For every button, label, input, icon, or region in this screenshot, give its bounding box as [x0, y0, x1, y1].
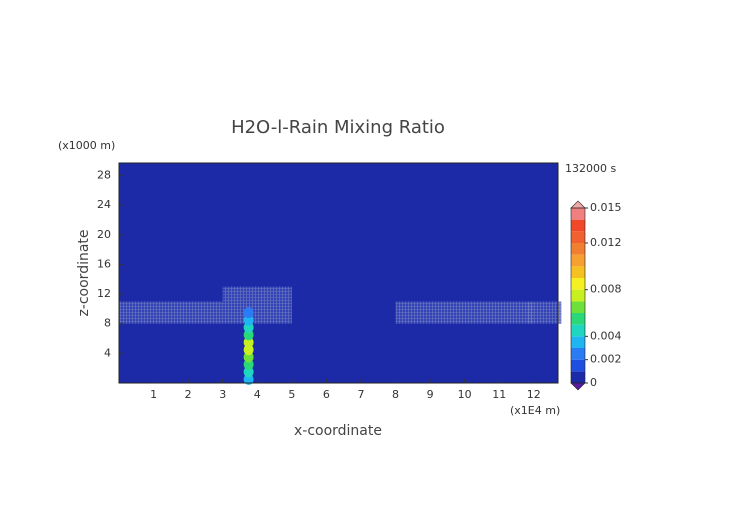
y-tick-label: 16: [97, 257, 111, 270]
x-tick-label: 2: [185, 388, 192, 401]
colorbar-segment: [571, 254, 585, 267]
cloud-cell: [430, 301, 465, 309]
x-tick-label: 12: [527, 388, 541, 401]
colorbar-segment: [571, 301, 585, 313]
cloud-cell: [188, 308, 223, 317]
plot-background: [119, 163, 558, 383]
cloud-cell: [257, 316, 292, 324]
x-axis-label: x-coordinate: [294, 423, 382, 439]
colorbar-over-arrow: [570, 200, 586, 209]
cloud-cell: [153, 301, 189, 309]
cloud-cell: [119, 316, 154, 324]
time-label: 132000 s: [565, 162, 616, 175]
colorbar-under-arrow: [570, 382, 586, 391]
y-tick-label: 24: [97, 198, 111, 211]
y-tick-label: 4: [104, 346, 111, 359]
cloud-cell: [119, 308, 154, 317]
x-tick-label: 1: [150, 388, 157, 401]
cloud-cell: [257, 286, 292, 295]
cloud-cell: [464, 301, 500, 309]
x-unit: (x1E4 m): [510, 404, 560, 417]
chart-title: H2O-l-Rain Mixing Ratio: [231, 117, 445, 138]
cloud-cell: [395, 308, 431, 317]
colorbar-segment: [571, 313, 585, 325]
colorbar-segment: [571, 348, 585, 360]
cloud-cell: [395, 301, 431, 309]
cloud-cell: [464, 308, 500, 317]
colorbar-frame: [570, 207, 586, 384]
cloud-cell: [153, 308, 189, 317]
x-tick-label: 8: [392, 388, 399, 401]
colorbar-segment: [571, 266, 585, 278]
colorbar-segment: [571, 208, 585, 220]
cloud-cell: [222, 286, 258, 295]
x-tick-label: 6: [323, 388, 330, 401]
cloud-cell: [499, 308, 534, 317]
cloud-cell: [188, 301, 223, 309]
cloud-cell: [430, 316, 465, 324]
colorbar-segment: [571, 219, 585, 232]
colorbar-segment: [571, 278, 585, 290]
x-tick-label: 10: [458, 388, 472, 401]
colorbar-segment: [571, 324, 585, 337]
x-tick-label: 5: [288, 388, 295, 401]
y-tick-label: 28: [97, 169, 111, 182]
cloud-cell: [222, 301, 258, 309]
cloud-cell: [257, 308, 292, 317]
x-tick-label: 11: [492, 388, 506, 401]
y-axis-label: z-coordinate: [76, 229, 92, 316]
y-tick-label: 8: [104, 317, 111, 330]
cloud-cell: [222, 294, 258, 302]
colorbar-tick-label: 0.008: [590, 283, 622, 296]
x-tick-label: 3: [219, 388, 226, 401]
cloud-cell: [499, 316, 534, 324]
y-tick-label: 12: [97, 287, 111, 300]
colorbar-segment: [571, 231, 585, 243]
colorbar-segment: [571, 289, 585, 302]
colorbar-tick-label: 0.012: [590, 236, 622, 249]
cloud-cell: [499, 301, 534, 309]
colorbar-tick-label: 0.002: [590, 353, 622, 366]
cloud-cell: [222, 308, 258, 317]
colorbar-tick-label: 0.004: [590, 329, 622, 342]
rain-cell: [243, 307, 254, 319]
cloud-cell: [526, 316, 562, 324]
cloud-cell: [257, 301, 292, 309]
plot-frame: [118, 162, 559, 384]
colorbar-tick-label: 0: [590, 376, 597, 389]
cloud-cell: [430, 308, 465, 317]
colorbar-segment: [571, 243, 585, 255]
colorbar-segment: [571, 336, 585, 348]
cloud-cell: [153, 316, 189, 324]
colorbar-segment: [571, 371, 585, 383]
x-tick-label: 9: [427, 388, 434, 401]
cloud-cell: [222, 316, 258, 324]
y-unit: (x1000 m): [58, 139, 115, 152]
cloud-cell: [119, 301, 154, 309]
cloud-cell: [464, 316, 500, 324]
x-tick-label: 7: [357, 388, 364, 401]
y-tick-label: 20: [97, 228, 111, 241]
cloud-cell: [188, 316, 223, 324]
cloud-cell: [257, 294, 292, 302]
colorbar-tick-label: 0.015: [590, 201, 622, 214]
colorbar-segment: [571, 359, 585, 372]
cloud-cell: [526, 301, 562, 309]
x-tick-label: 4: [254, 388, 261, 401]
cloud-cell: [395, 316, 431, 324]
cloud-cell: [526, 308, 562, 317]
